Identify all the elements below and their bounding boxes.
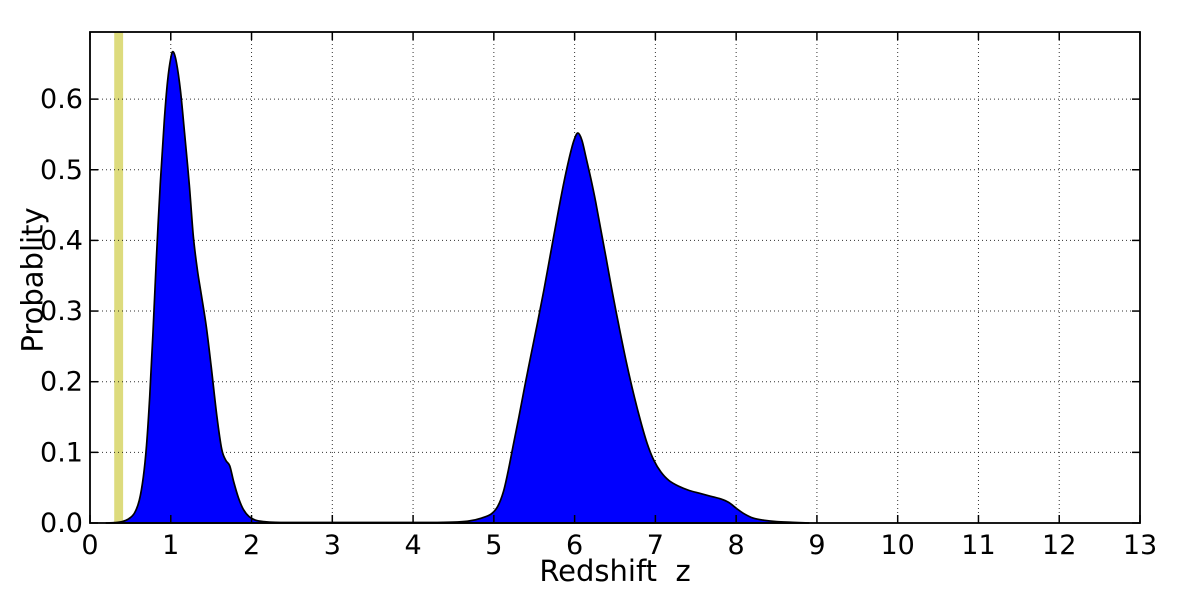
y-tick-label: 0.3 [40,296,83,327]
x-tick-label: 6 [566,530,583,561]
x-tick-label: 2 [243,530,260,561]
y-tick-label: 0.6 [40,84,83,115]
x-tick-label: 0 [81,530,98,561]
y-tick-label: 0.2 [40,367,83,398]
y-tick-label: 0.1 [40,437,83,468]
x-tick-label: 1 [162,530,179,561]
plot-frame [89,31,1141,524]
x-tick-label: 10 [881,530,915,561]
x-tick-label: 11 [961,530,995,561]
y-axis-label: Probablity [15,207,50,353]
x-tick-label: 9 [808,530,825,561]
x-tick-label: 5 [485,530,502,561]
x-tick-label: 3 [324,530,341,561]
x-tick-label: 8 [728,530,745,561]
x-tick-label: 7 [647,530,664,561]
y-tick-label: 0.4 [40,225,83,256]
redshift-probability-density [105,50,810,524]
x-tick-label: 12 [1042,530,1076,561]
vertical-band [114,32,124,523]
y-tick-label: 0.5 [40,155,83,186]
x-axis-label: Redshift z [539,554,691,588]
x-tick-label: 13 [1123,530,1157,561]
y-tick-label: 0.0 [40,508,83,539]
x-tick-label: 4 [404,530,421,561]
